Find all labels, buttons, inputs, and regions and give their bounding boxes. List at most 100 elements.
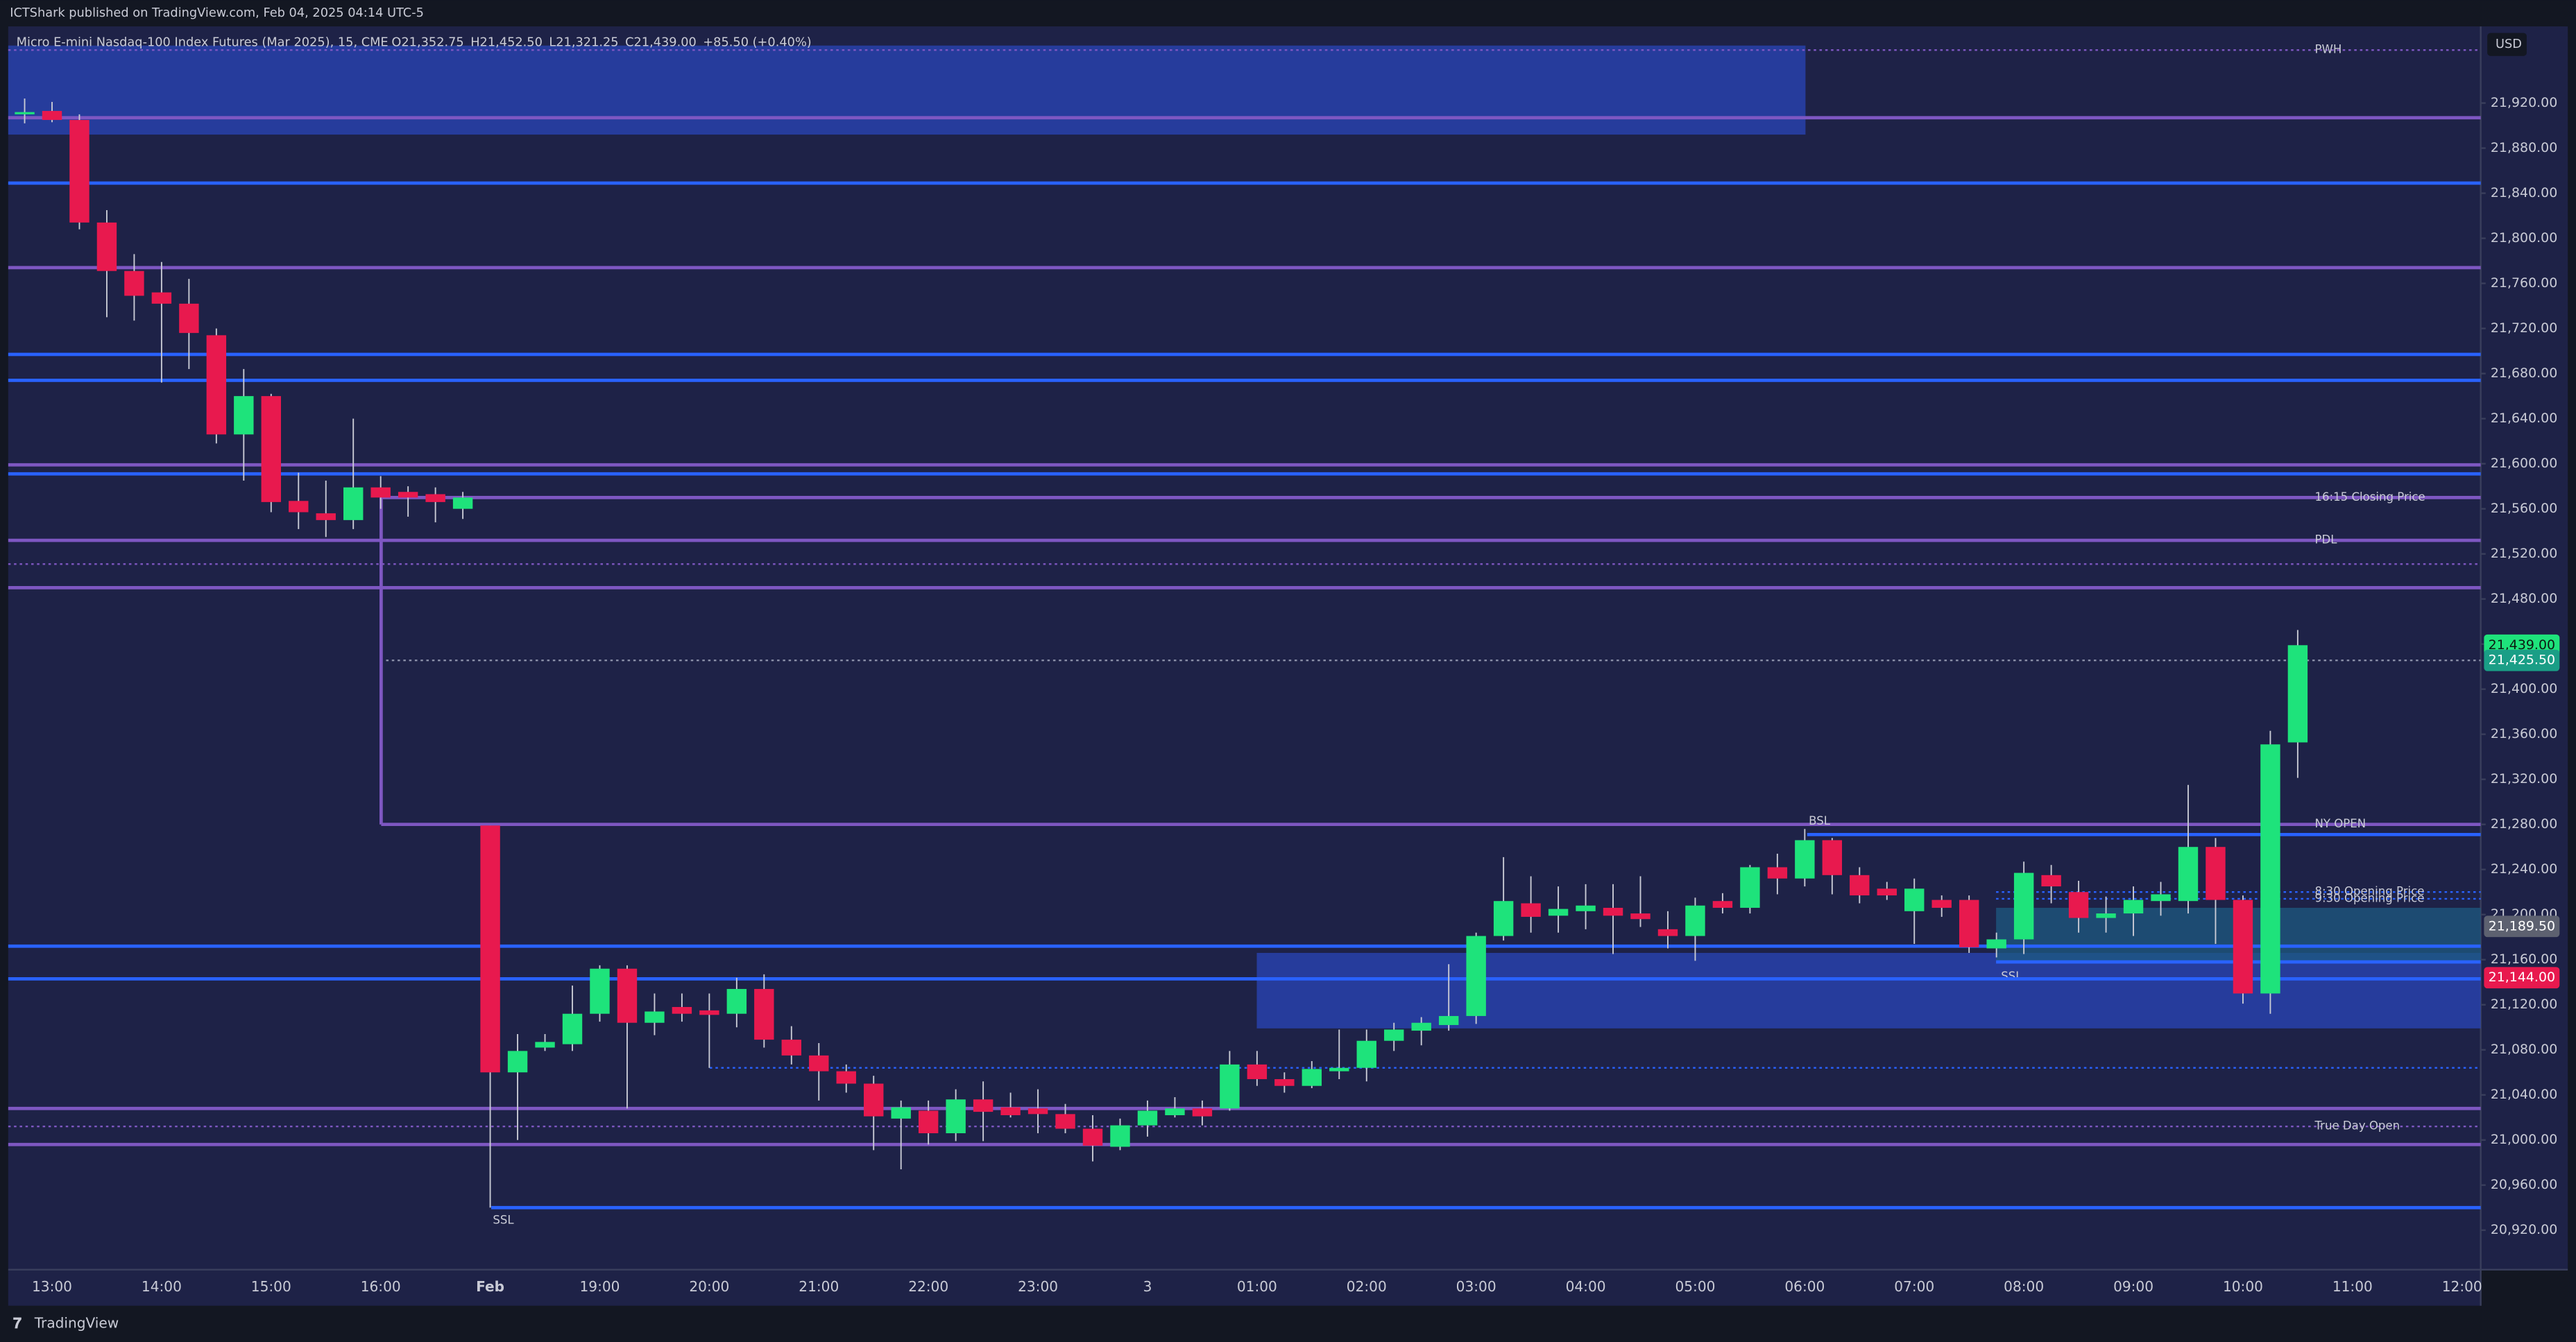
level-label: SSL — [2001, 970, 2022, 983]
y-tick-label: 21,600.00 — [2491, 456, 2557, 471]
y-tick-label: 21,320.00 — [2491, 771, 2557, 786]
candle-body — [343, 487, 364, 520]
level-label: PDL — [2314, 533, 2337, 547]
y-tick-label: 21,680.00 — [2491, 365, 2557, 381]
candle-body — [1931, 900, 1952, 908]
symbol: Micro E-mini Nasdaq-100 Index Futures (M… — [17, 36, 389, 50]
plot-area — [8, 26, 2481, 1270]
candle-body — [1055, 1114, 1075, 1129]
candle-body — [1986, 939, 2006, 949]
candle-body — [2233, 900, 2253, 994]
candle-body — [1548, 909, 1569, 916]
candle-body — [507, 1051, 528, 1073]
level-label: PWH — [2314, 43, 2342, 56]
candle-body — [1877, 888, 1897, 896]
y-tick-label: 21,000.00 — [2491, 1132, 2557, 1147]
candle-body — [1959, 900, 1979, 947]
candle-body — [2041, 875, 2061, 887]
candle-body — [836, 1071, 856, 1084]
candle-body — [1493, 901, 1514, 936]
y-tick-label: 21,080.00 — [2491, 1042, 2557, 1057]
candle-body — [370, 487, 391, 498]
x-tick-label: 15:00 — [251, 1278, 291, 1295]
candle-body — [234, 396, 254, 435]
candle-body — [1438, 1015, 1459, 1025]
candle-body — [781, 1040, 802, 1056]
candle-body — [1220, 1064, 1240, 1109]
candle-body — [1356, 1040, 1376, 1068]
level-label: True Day Open — [2314, 1119, 2400, 1133]
ohlc-value: 21,452.50 — [480, 36, 543, 50]
candle-body — [1630, 913, 1650, 920]
candle-body — [918, 1110, 939, 1133]
level-label: NY OPEN — [2314, 817, 2366, 830]
candle-body — [891, 1107, 911, 1119]
candle-body — [1521, 903, 1541, 917]
candle-body — [1082, 1128, 1103, 1146]
candle-body — [1302, 1069, 1322, 1086]
x-tick-label: 05:00 — [1675, 1278, 1715, 1295]
candle-body — [1576, 905, 1596, 911]
y-tick-label: 21,520.00 — [2491, 546, 2557, 561]
candle-body — [2013, 872, 2034, 940]
currency: USD — [2496, 37, 2522, 51]
candle-body — [2260, 744, 2280, 994]
candle-body — [1822, 840, 1843, 875]
x-tick-label: 22:00 — [908, 1278, 948, 1295]
x-tick-label: 02:00 — [1347, 1278, 1387, 1295]
logo-mark: 𝟕 — [13, 1315, 22, 1332]
y-tick-label: 21,240.00 — [2491, 861, 2557, 877]
candle-body — [1000, 1107, 1021, 1115]
level-label: 16:15 Closing Price — [2314, 490, 2425, 504]
candle-body — [179, 303, 199, 334]
zone — [8, 45, 1806, 135]
y-tick-label: 21,560.00 — [2491, 501, 2557, 516]
published-line: ICTShark published on TradingView.com, F… — [10, 6, 424, 20]
y-tick-label: 21,040.00 — [2491, 1087, 2557, 1102]
x-tick-label: 08:00 — [2004, 1278, 2044, 1295]
candle-body — [1384, 1029, 1404, 1041]
candle-body — [151, 292, 172, 304]
candle-body — [316, 513, 336, 520]
x-tick-label: 06:00 — [1784, 1278, 1825, 1295]
candle-body — [1740, 867, 1760, 908]
candle-body — [590, 968, 610, 1014]
price-badge — [2484, 915, 2560, 938]
ohlc-key: O — [391, 36, 401, 50]
plot: PWH 16:15 Closing Price PDL NY OPEN BSL 8:30 … — [8, 43, 2481, 1227]
candle-body — [124, 270, 144, 296]
x-tick-label: 21:00 — [799, 1278, 839, 1295]
price-badge-label: 21,189.50 — [2489, 918, 2555, 934]
candle-body — [398, 492, 418, 498]
candle-body — [1712, 901, 1733, 908]
candle-body — [480, 825, 500, 1073]
candle-body — [1795, 840, 1815, 879]
y-tick-label: 21,480.00 — [2491, 591, 2557, 606]
price-badge-label: 21,425.50 — [2489, 653, 2555, 668]
candle-body — [672, 1006, 692, 1014]
change: +85.50 (+0.40%) — [703, 36, 811, 50]
candle-body — [1411, 1022, 1431, 1031]
x-tick-label: 11:00 — [2332, 1278, 2373, 1295]
candle-body — [754, 988, 774, 1040]
x-tick-label: 03:00 — [1456, 1278, 1496, 1295]
candle-body — [1274, 1078, 1295, 1086]
candle-body — [96, 222, 117, 271]
candle-body — [2068, 892, 2089, 918]
legend: Micro E-mini Nasdaq-100 Index Futures (M… — [17, 36, 812, 50]
y-tick-label: 21,880.00 — [2491, 140, 2557, 155]
x-tick-label: 23:00 — [1018, 1278, 1058, 1295]
ohlc-value: 21,321.25 — [556, 36, 618, 50]
candle-body — [617, 968, 638, 1023]
y-tick-label: 21,720.00 — [2491, 320, 2557, 336]
y-tick-label: 21,840.00 — [2491, 185, 2557, 200]
x-tick-label: 3 — [1143, 1278, 1152, 1295]
candle-body — [42, 110, 62, 120]
candle-body — [289, 501, 309, 513]
candle-body — [535, 1042, 555, 1048]
x-tick-label: 16:00 — [361, 1278, 401, 1295]
ohlc-key: C — [625, 36, 633, 50]
candle-body — [1329, 1067, 1349, 1072]
x-tick-label: 07:00 — [1894, 1278, 1934, 1295]
